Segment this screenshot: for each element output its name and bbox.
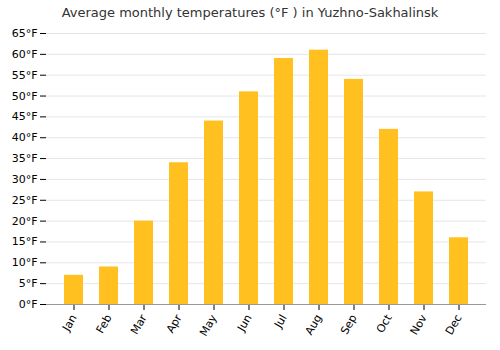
svg-text:Apr: Apr [164, 312, 185, 335]
svg-text:60°F: 60°F [12, 48, 38, 61]
svg-text:25°F: 25°F [12, 194, 38, 207]
svg-text:5°F: 5°F [19, 277, 38, 290]
svg-text:0°F: 0°F [19, 298, 38, 311]
svg-text:Oct: Oct [374, 312, 395, 336]
svg-text:Nov: Nov [408, 312, 430, 338]
svg-text:Mar: Mar [128, 312, 150, 337]
svg-text:Jun: Jun [234, 312, 254, 334]
svg-text:30°F: 30°F [12, 173, 38, 186]
svg-text:65°F: 65°F [12, 27, 38, 40]
svg-text:Jan: Jan [59, 312, 79, 334]
svg-text:May: May [197, 312, 220, 339]
html-text:Average monthly temperatures (: Average monthly temperatures (°F ) in Yu… [61, 5, 439, 20]
svg-text:Sep: Sep [338, 312, 360, 336]
svg-text:10°F: 10°F [12, 256, 38, 269]
svg-text:15°F: 15°F [12, 235, 38, 248]
svg-text:55°F: 55°F [12, 69, 38, 82]
svg-text:Feb: Feb [94, 312, 115, 335]
svg-text:35°F: 35°F [12, 152, 38, 165]
svg-text:50°F: 50°F [12, 90, 38, 103]
svg-text:40°F: 40°F [12, 131, 38, 144]
svg-text:Aug: Aug [303, 312, 325, 337]
svg-text:20°F: 20°F [12, 215, 38, 228]
svg-text:Dec: Dec [443, 312, 465, 337]
svg-text:Jul: Jul [271, 312, 289, 331]
svg-text:45°F: 45°F [12, 110, 38, 123]
